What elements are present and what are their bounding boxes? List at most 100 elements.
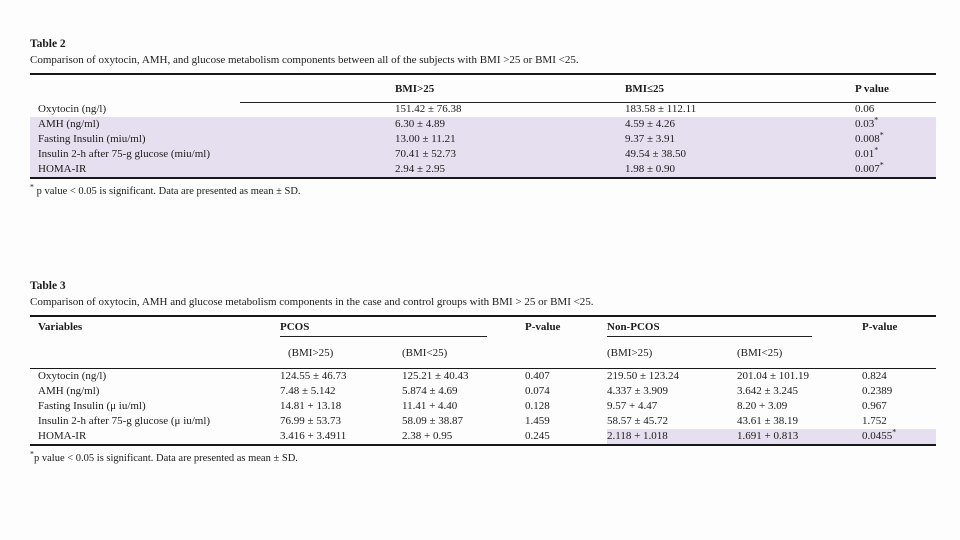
table2-col-empty (30, 74, 395, 102)
pvalue-text: 0.03 (855, 118, 875, 130)
cell-pvalue: 0.967 (862, 399, 936, 414)
cell-pvalue: 1.459 (525, 415, 550, 427)
cell-pvalue: 0.0455* (862, 429, 936, 445)
cell-value: 2.118 + 1.018 (607, 429, 737, 445)
group-label: PCOS (280, 321, 487, 337)
table3-sub-nonpcos-gt25: (BMI>25) (607, 345, 737, 369)
pvalue-text: 0.2389 (862, 385, 893, 397)
pvalue-text: 0.008 (855, 133, 880, 145)
cell-pvalue: 0.128 (525, 400, 550, 412)
cell-value: 76.99 ± 53.73 (280, 415, 342, 427)
cell-variable: HOMA-IR (38, 163, 87, 175)
cell-value: 201.04 ± 101.19 (737, 370, 810, 382)
table3-subheader-row: (BMI>25) (BMI<25) (BMI>25) (BMI<25) (30, 345, 936, 369)
cell-value: 219.50 ± 123.24 (607, 370, 680, 382)
table3-col-pvalue-2: P-value (862, 316, 936, 369)
cell-pvalue: 0.06 (855, 102, 936, 117)
significance-star: * (892, 429, 897, 437)
table-row: Insulin 2-h after 75-g glucose (miu/ml) … (30, 147, 936, 162)
cell-pvalue: 0.01* (855, 147, 936, 162)
cell-pvalue: 0.824 (862, 369, 936, 385)
table-row: Fasting Insulin (μ iu/ml) 14.81 + 13.18 … (30, 399, 936, 414)
cell-variable: Oxytocin (ng/l) (38, 103, 107, 115)
cell-variable: HOMA-IR (38, 430, 87, 442)
table2-col-pvalue: P value (855, 82, 889, 95)
table-row: Insulin 2-h after 75-g glucose (μ iu/ml)… (30, 414, 936, 429)
cell-value: 70.41 ± 52.73 (395, 148, 457, 160)
table2-header-rule (240, 102, 936, 103)
table2-block: Table 2 Comparison of oxytocin, AMH, and… (30, 38, 936, 198)
table3-sub-pcos-lt25: (BMI<25) (402, 345, 525, 369)
page-content: Table 2 Comparison of oxytocin, AMH, and… (30, 38, 936, 465)
table-row: HOMA-IR 2.94 ± 2.95 1.98 ± 0.90 0.007* (30, 162, 936, 178)
cell-value: 4.337 ± 3.909 (607, 385, 669, 397)
table2-caption-label: Table 2 (30, 38, 66, 50)
cell-value: 5.874 ± 4.69 (402, 385, 458, 397)
table2-footnote: * p value < 0.05 is significant. Data ar… (30, 183, 936, 198)
pvalue-text: 0.824 (862, 370, 887, 382)
table2-col-bmi-gt25: BMI>25 (395, 82, 435, 95)
cell-value: 49.54 ± 38.50 (625, 148, 687, 160)
significance-star: * (879, 132, 884, 140)
significance-star: * (879, 162, 884, 170)
cell-value: 151.42 ± 76.38 (395, 103, 462, 115)
cell-value: 3.642 ± 3.245 (737, 385, 799, 397)
cell-value: 124.55 ± 46.73 (280, 370, 347, 382)
table3-sub-pcos-gt25: (BMI>25) (280, 345, 402, 369)
pvalue-text: 0.06 (855, 103, 875, 115)
table3-sub-nonpcos-lt25: (BMI<25) (737, 345, 862, 369)
table3-caption-label: Table 3 (30, 280, 66, 292)
cell-value: 7.48 ± 5.142 (280, 385, 336, 397)
footnote-text: p value < 0.05 is significant. Data are … (34, 453, 298, 464)
table2-wrapper: BMI>25 BMI≤25 P value Oxytocin (ng/l) 15… (30, 73, 936, 179)
table2: BMI>25 BMI≤25 P value Oxytocin (ng/l) 15… (30, 73, 936, 179)
cell-value: 1.98 ± 0.90 (625, 163, 676, 175)
table-row: Fasting Insulin (miu/ml) 13.00 ± 11.21 9… (30, 132, 936, 147)
cell-pvalue: 0.008* (855, 132, 936, 147)
cell-value: 11.41 + 4.40 (402, 400, 458, 412)
footnote-text: p value < 0.05 is significant. Data are … (34, 186, 301, 197)
cell-value: 9.57 + 4.47 (607, 400, 658, 412)
cell-pvalue: 0.007* (855, 162, 936, 178)
cell-pvalue: 0.03* (855, 117, 936, 132)
cell-value: 58.57 ± 45.72 (607, 415, 669, 427)
table2-header-row: BMI>25 BMI≤25 P value (30, 74, 936, 102)
cell-pvalue: 0.074 (525, 385, 550, 397)
table-row: Oxytocin (ng/l) 151.42 ± 76.38 183.58 ± … (30, 102, 936, 117)
table3-group-nonpcos: Non-PCOS (607, 316, 862, 345)
cell-value: 3.416 + 3.4911 (280, 430, 347, 442)
table2-caption-text: Comparison of oxytocin, AMH, and glucose… (30, 54, 579, 66)
cell-pvalue: 0.407 (525, 370, 550, 382)
pvalue-text: 0.0455 (862, 430, 893, 442)
table3-group-pcos: PCOS (280, 316, 525, 345)
pvalue-text: 0.007 (855, 163, 880, 175)
table-row: Oxytocin (ng/l) 124.55 ± 46.73 125.21 ± … (30, 369, 936, 385)
pvalue-text: 0.01 (855, 148, 875, 160)
cell-pvalue: 0.2389 (862, 384, 936, 399)
cell-value: 4.59 ± 4.26 (625, 118, 676, 130)
table-row: AMH (ng/ml) 6.30 ± 4.89 4.59 ± 4.26 0.03… (30, 117, 936, 132)
cell-value: 183.58 ± 112.11 (625, 103, 697, 115)
cell-value: 14.81 + 13.18 (280, 400, 342, 412)
cell-pvalue: 0.245 (525, 430, 550, 442)
table3-caption-text: Comparison of oxytocin, AMH and glucose … (30, 296, 594, 308)
table3-block: Table 3 Comparison of oxytocin, AMH and … (30, 280, 936, 465)
cell-value: 43.61 ± 38.19 (737, 415, 799, 427)
cell-variable: Fasting Insulin (μ iu/ml) (38, 400, 146, 412)
significance-star: * (874, 117, 879, 125)
cell-value: 58.09 ± 38.87 (402, 415, 464, 427)
pvalue-text: 0.967 (862, 400, 887, 412)
cell-value: 125.21 ± 40.43 (402, 370, 469, 382)
table3-header-row: Variables PCOS P-value Non-PCOS P-value (30, 316, 936, 369)
cell-variable: AMH (ng/ml) (38, 385, 100, 397)
cell-value: 13.00 ± 11.21 (395, 133, 456, 145)
cell-variable: Oxytocin (ng/l) (38, 370, 107, 382)
table2-col-bmi-le25: BMI≤25 (625, 82, 665, 95)
cell-value: 2.38 + 0.95 (402, 430, 453, 442)
table3-col-pvalue-1: P-value (525, 316, 607, 369)
group-label: Non-PCOS (607, 321, 812, 337)
footnote-star: * (30, 449, 34, 459)
cell-variable: Insulin 2-h after 75-g glucose (μ iu/ml) (38, 415, 211, 427)
cell-value: 9.37 ± 3.91 (625, 133, 676, 145)
